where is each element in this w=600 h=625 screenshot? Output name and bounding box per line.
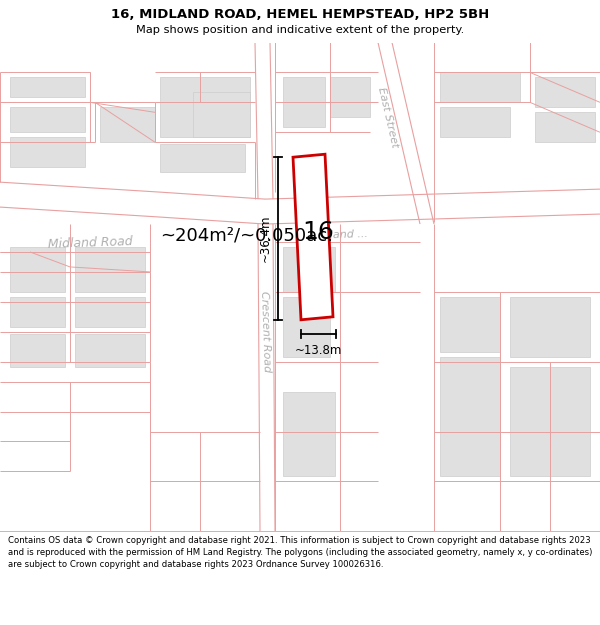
Text: Contains OS data © Crown copyright and database right 2021. This information is : Contains OS data © Crown copyright and d…: [8, 536, 592, 569]
Polygon shape: [75, 334, 145, 367]
Polygon shape: [10, 138, 85, 167]
Text: Midland ...: Midland ...: [310, 229, 368, 241]
Polygon shape: [283, 392, 335, 476]
Text: East Street: East Street: [376, 86, 400, 149]
Polygon shape: [10, 107, 85, 132]
Polygon shape: [75, 297, 145, 327]
Text: Map shows position and indicative extent of the property.: Map shows position and indicative extent…: [136, 25, 464, 35]
Polygon shape: [535, 112, 595, 142]
Polygon shape: [440, 297, 500, 352]
Polygon shape: [160, 144, 245, 172]
Text: ~204m²/~0.050ac.: ~204m²/~0.050ac.: [160, 226, 333, 244]
Polygon shape: [330, 78, 370, 118]
Polygon shape: [100, 107, 155, 142]
Polygon shape: [510, 367, 590, 476]
Text: Crescent Road: Crescent Road: [259, 291, 271, 372]
Polygon shape: [510, 297, 590, 357]
Text: Midland Road: Midland Road: [47, 235, 133, 251]
Polygon shape: [283, 297, 330, 357]
Text: ~13.8m: ~13.8m: [295, 344, 342, 357]
Polygon shape: [10, 78, 85, 98]
Polygon shape: [440, 357, 500, 476]
Polygon shape: [10, 334, 65, 367]
Polygon shape: [535, 78, 595, 108]
Polygon shape: [160, 78, 250, 138]
Text: ~36.4m: ~36.4m: [259, 215, 272, 262]
Polygon shape: [10, 247, 65, 292]
Polygon shape: [440, 107, 510, 138]
Polygon shape: [283, 78, 325, 128]
Polygon shape: [193, 92, 250, 138]
Polygon shape: [10, 297, 65, 327]
Text: 16: 16: [302, 220, 334, 244]
Polygon shape: [293, 154, 333, 320]
Polygon shape: [440, 72, 520, 102]
Text: 16, MIDLAND ROAD, HEMEL HEMPSTEAD, HP2 5BH: 16, MIDLAND ROAD, HEMEL HEMPSTEAD, HP2 5…: [111, 9, 489, 21]
Polygon shape: [283, 247, 335, 292]
Polygon shape: [75, 247, 145, 292]
